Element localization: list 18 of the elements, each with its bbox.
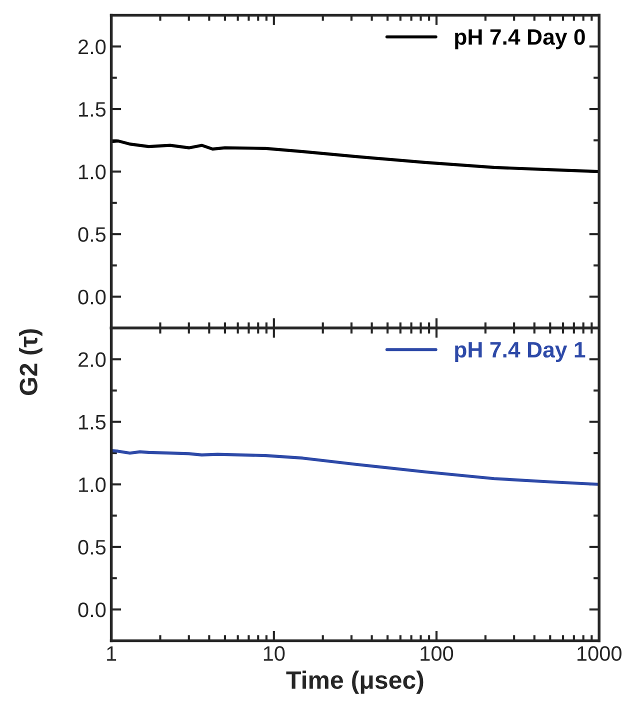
y-tick-label: 1.5 [79,415,106,430]
legend-label: pH 7.4 Day 0 [455,29,585,50]
x-tick-label: 1 [107,646,116,661]
x-tick-label: 10 [264,646,285,661]
x-tick-label: 1000 [578,646,622,661]
y-tick-label: 1.5 [79,102,106,117]
x-axis-title: Time (μsec) [286,670,424,694]
y-axis-title: G2 (τ) [19,329,42,396]
y-tick-label: 0.5 [78,227,106,242]
y-tick-label: 0.0 [78,290,106,304]
y-tick-label: 2.0 [78,352,106,368]
legend-label: pH 7.4 Day 1 [455,342,586,362]
y-tick-label: 2.0 [78,39,106,54]
y-tick-label: 1.0 [79,477,106,492]
y-tick-label: 1.0 [79,164,106,180]
y-tick-label: 0.5 [78,540,106,555]
y-tick-label: 0.0 [78,602,106,618]
x-tick-label: 100 [420,646,454,661]
